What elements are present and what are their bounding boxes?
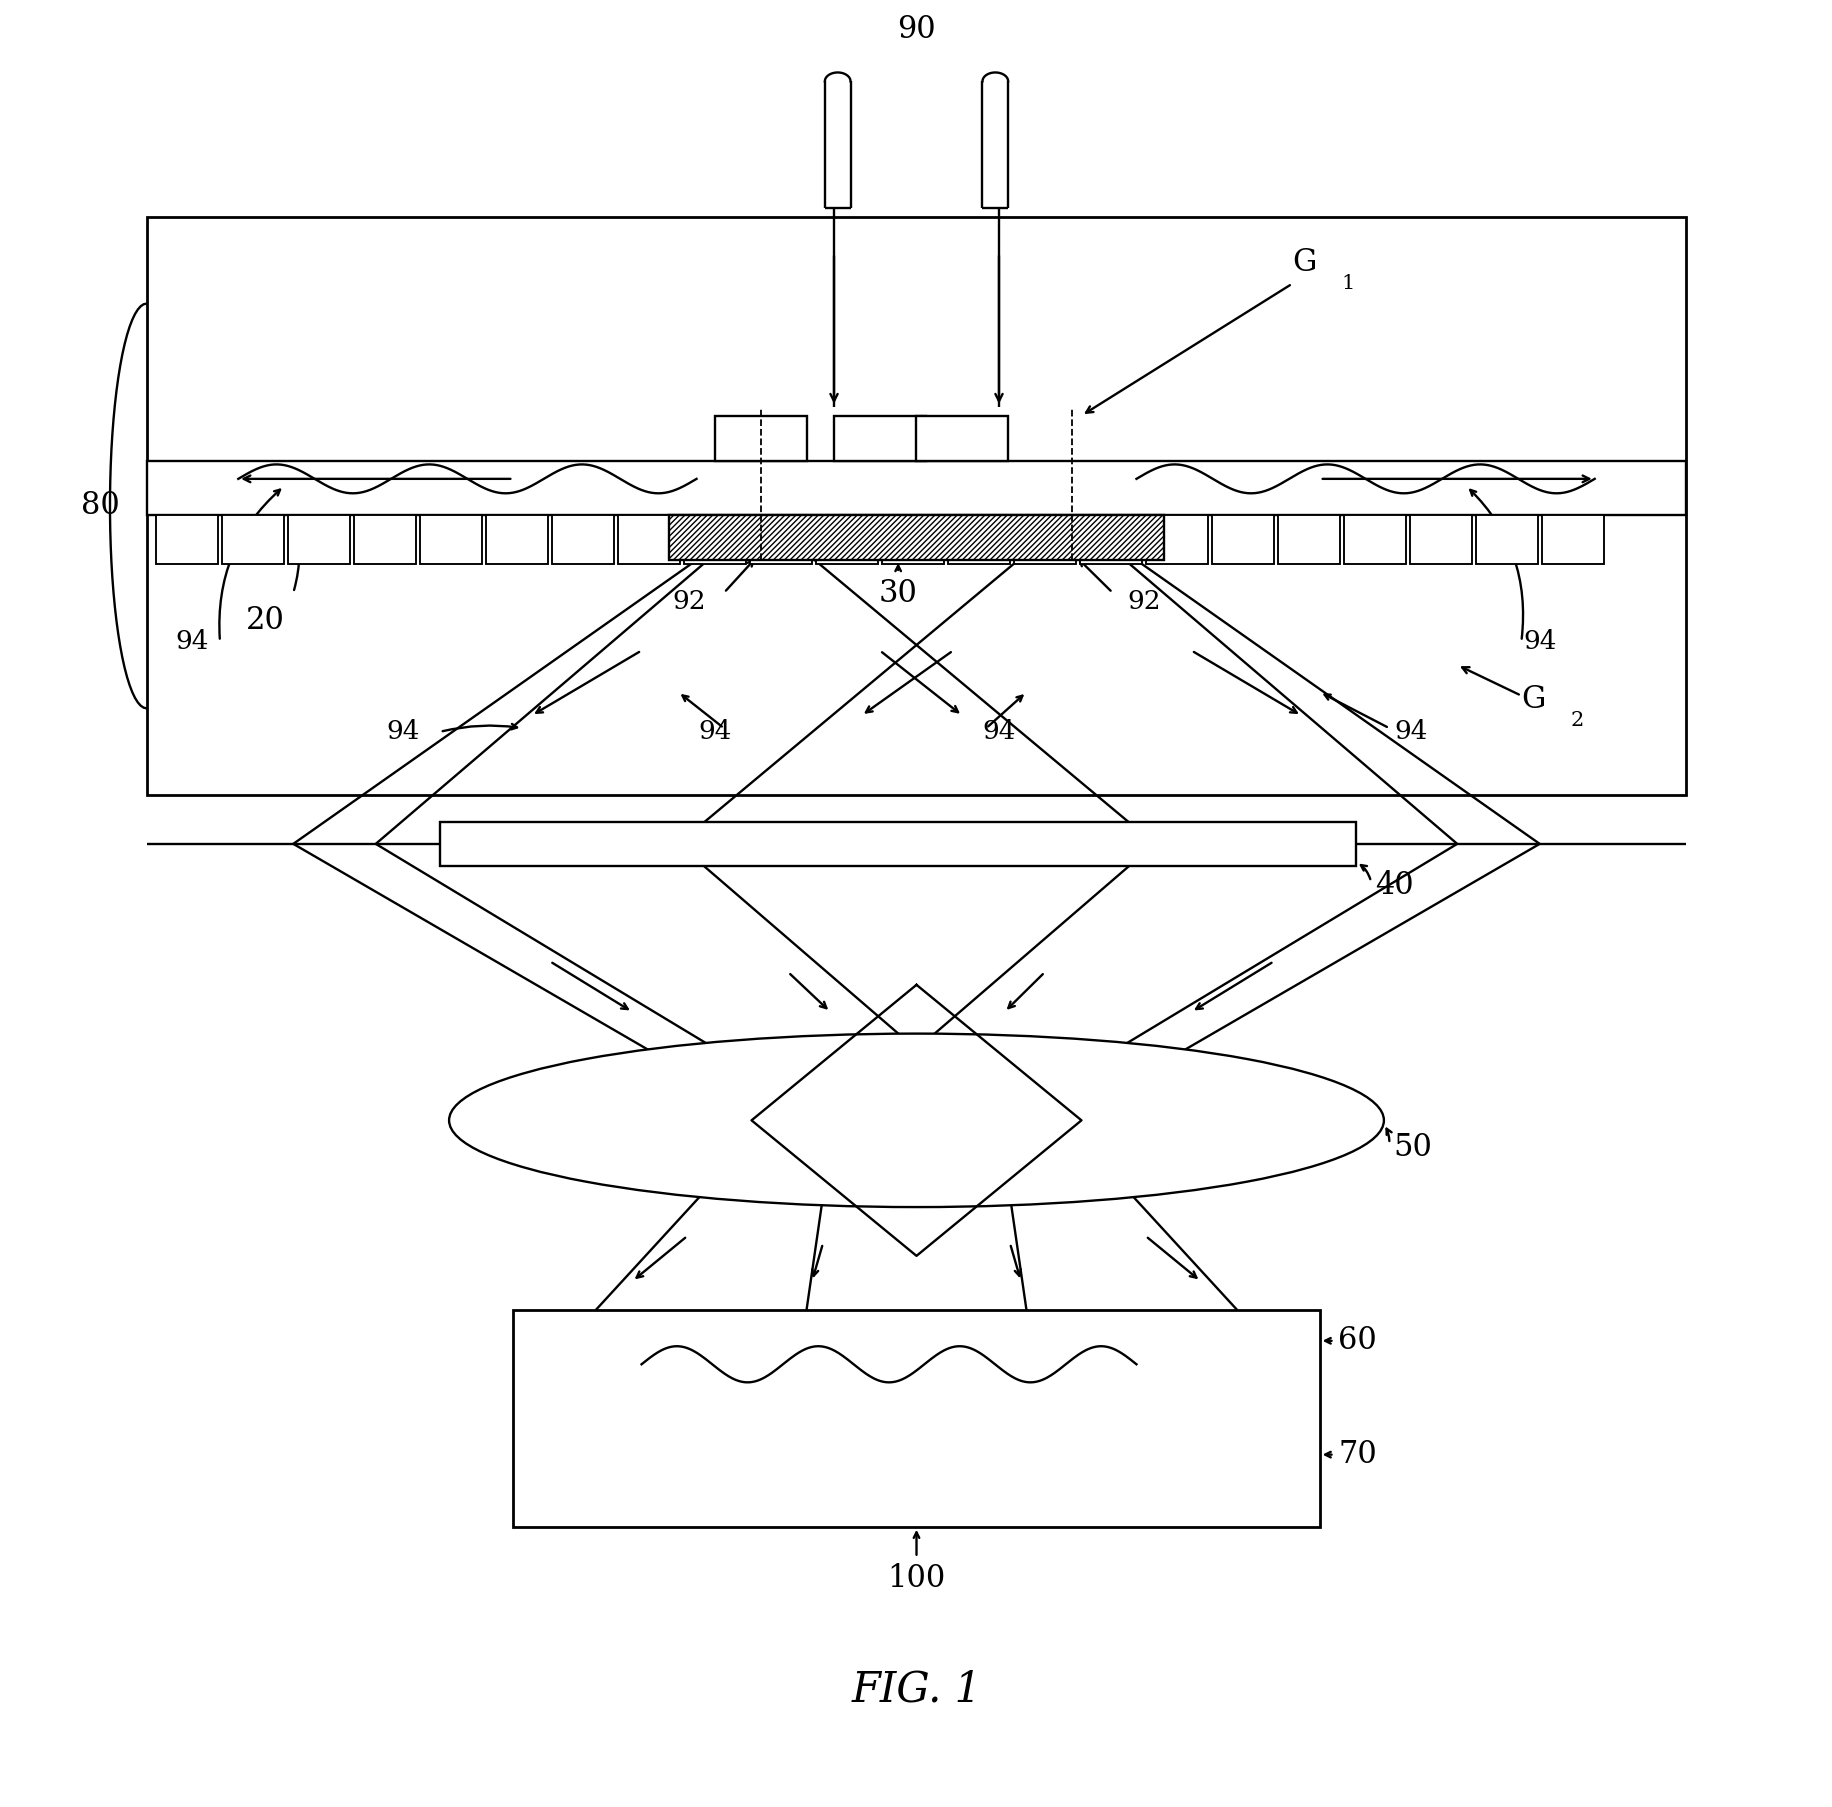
- Text: 70: 70: [1337, 1438, 1376, 1471]
- Bar: [1211, 515, 1273, 564]
- Bar: [485, 515, 548, 564]
- Bar: [551, 515, 614, 564]
- Bar: [881, 515, 943, 564]
- Bar: [749, 515, 812, 564]
- Bar: [815, 515, 878, 564]
- Bar: [669, 515, 1163, 560]
- Text: 1: 1: [1341, 275, 1354, 293]
- Bar: [1541, 515, 1603, 564]
- Text: 40: 40: [1374, 869, 1412, 902]
- Bar: [1079, 515, 1141, 564]
- Bar: [1013, 515, 1075, 564]
- Text: 90: 90: [896, 14, 936, 45]
- Text: G: G: [1292, 246, 1315, 278]
- Text: 60: 60: [1337, 1325, 1376, 1357]
- Text: 100: 100: [887, 1563, 945, 1594]
- Text: 20: 20: [245, 605, 286, 636]
- Bar: [916, 416, 1008, 461]
- Bar: [156, 515, 218, 564]
- Text: 94: 94: [698, 719, 731, 744]
- Bar: [683, 515, 746, 564]
- Bar: [714, 416, 806, 461]
- Ellipse shape: [449, 1034, 1383, 1207]
- Bar: [1409, 515, 1471, 564]
- Text: 94: 94: [176, 629, 209, 654]
- Text: 80: 80: [81, 490, 121, 522]
- Bar: [1277, 515, 1339, 564]
- Bar: [513, 1310, 1319, 1527]
- Bar: [420, 515, 482, 564]
- Text: 94: 94: [982, 719, 1015, 744]
- Bar: [1475, 515, 1537, 564]
- Bar: [288, 515, 350, 564]
- Text: FIG. 1: FIG. 1: [852, 1668, 980, 1711]
- Bar: [617, 515, 680, 564]
- Bar: [1343, 515, 1405, 564]
- Text: 30: 30: [878, 578, 918, 609]
- Text: 94: 94: [1394, 719, 1427, 744]
- Bar: [1145, 515, 1207, 564]
- Text: 2: 2: [1570, 712, 1583, 730]
- Text: 92: 92: [1127, 589, 1160, 614]
- Bar: [147, 217, 1685, 795]
- Text: G: G: [1521, 683, 1544, 716]
- Text: 94: 94: [1522, 629, 1555, 654]
- Text: 50: 50: [1392, 1131, 1431, 1164]
- Bar: [834, 416, 925, 461]
- Bar: [147, 461, 1685, 515]
- Bar: [440, 822, 1356, 866]
- Text: 92: 92: [672, 589, 705, 614]
- Text: 94: 94: [387, 719, 420, 744]
- Bar: [947, 515, 1009, 564]
- Bar: [222, 515, 284, 564]
- Bar: [354, 515, 416, 564]
